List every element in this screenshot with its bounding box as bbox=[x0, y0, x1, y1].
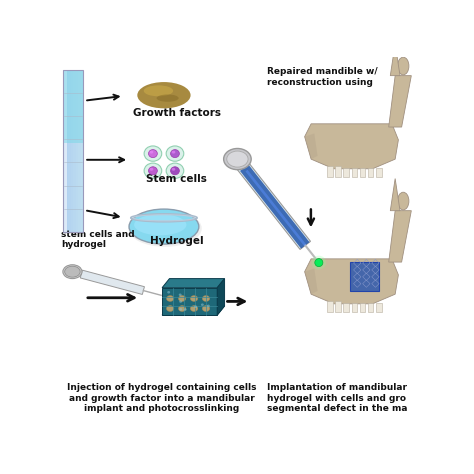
Ellipse shape bbox=[172, 168, 175, 171]
Ellipse shape bbox=[134, 214, 186, 235]
Bar bbox=[335, 301, 341, 312]
Ellipse shape bbox=[166, 296, 174, 301]
Ellipse shape bbox=[148, 167, 157, 175]
Ellipse shape bbox=[207, 298, 210, 301]
Polygon shape bbox=[217, 279, 225, 315]
Bar bbox=[78, 70, 81, 232]
Ellipse shape bbox=[150, 168, 153, 171]
Text: Implantation of mandibular
hydrogel with cells and gro
segmental defect in the m: Implantation of mandibular hydrogel with… bbox=[267, 383, 407, 413]
Polygon shape bbox=[389, 76, 411, 127]
Bar bbox=[344, 303, 349, 312]
Bar bbox=[327, 301, 333, 312]
Bar bbox=[327, 165, 333, 177]
Ellipse shape bbox=[398, 192, 409, 210]
Polygon shape bbox=[162, 279, 225, 288]
Ellipse shape bbox=[128, 210, 202, 247]
Bar bbox=[81, 70, 83, 232]
Ellipse shape bbox=[176, 291, 179, 293]
Text: Stem cells: Stem cells bbox=[146, 174, 207, 184]
Ellipse shape bbox=[166, 306, 174, 311]
Polygon shape bbox=[305, 124, 398, 169]
Polygon shape bbox=[162, 288, 217, 315]
Ellipse shape bbox=[63, 265, 82, 279]
Polygon shape bbox=[389, 210, 411, 262]
Bar bbox=[376, 168, 382, 177]
Bar bbox=[71, 70, 73, 232]
Bar bbox=[344, 168, 349, 177]
Polygon shape bbox=[232, 155, 310, 249]
Ellipse shape bbox=[191, 306, 198, 311]
Bar bbox=[63, 70, 66, 232]
Ellipse shape bbox=[172, 151, 175, 154]
Bar bbox=[73, 70, 75, 232]
Text: Hydrogel: Hydrogel bbox=[150, 236, 204, 246]
Ellipse shape bbox=[227, 151, 248, 167]
Ellipse shape bbox=[156, 94, 179, 102]
Ellipse shape bbox=[65, 266, 80, 277]
Text: Repaired mandible w/
reconstruction using: Repaired mandible w/ reconstruction usin… bbox=[267, 67, 377, 87]
Text: Injection of hydrogel containing cells
and growth factor into a mandibular
impla: Injection of hydrogel containing cells a… bbox=[67, 383, 257, 413]
Bar bbox=[360, 303, 365, 312]
Bar bbox=[335, 165, 341, 177]
Ellipse shape bbox=[129, 209, 199, 244]
Bar bbox=[350, 262, 379, 291]
Bar bbox=[63, 70, 65, 232]
Bar bbox=[352, 168, 357, 177]
Bar bbox=[360, 168, 365, 177]
Ellipse shape bbox=[150, 151, 153, 154]
Ellipse shape bbox=[144, 163, 162, 178]
Ellipse shape bbox=[148, 150, 157, 158]
Polygon shape bbox=[162, 306, 225, 315]
Ellipse shape bbox=[166, 163, 184, 178]
Bar bbox=[68, 70, 71, 232]
Ellipse shape bbox=[144, 85, 173, 96]
Ellipse shape bbox=[137, 82, 191, 109]
Ellipse shape bbox=[315, 259, 323, 267]
Ellipse shape bbox=[171, 150, 179, 158]
Polygon shape bbox=[305, 259, 398, 304]
Ellipse shape bbox=[168, 296, 171, 298]
Ellipse shape bbox=[209, 304, 212, 307]
Bar bbox=[63, 70, 83, 232]
Ellipse shape bbox=[178, 306, 186, 311]
Ellipse shape bbox=[198, 306, 201, 309]
Polygon shape bbox=[305, 134, 318, 159]
Polygon shape bbox=[390, 44, 400, 76]
Bar bbox=[352, 303, 357, 312]
Bar bbox=[368, 303, 374, 312]
Polygon shape bbox=[71, 271, 82, 274]
Ellipse shape bbox=[202, 296, 210, 301]
Polygon shape bbox=[246, 170, 306, 246]
Polygon shape bbox=[305, 268, 318, 294]
Ellipse shape bbox=[166, 146, 184, 161]
Bar bbox=[376, 303, 382, 312]
Bar bbox=[65, 70, 68, 232]
Ellipse shape bbox=[224, 148, 251, 170]
Polygon shape bbox=[240, 164, 310, 248]
Ellipse shape bbox=[191, 296, 198, 301]
Text: stem cells and
hydrogel: stem cells and hydrogel bbox=[61, 230, 135, 249]
Ellipse shape bbox=[206, 303, 209, 306]
Bar bbox=[368, 168, 374, 177]
Ellipse shape bbox=[398, 57, 409, 75]
Polygon shape bbox=[80, 270, 145, 294]
Bar bbox=[75, 70, 78, 232]
Ellipse shape bbox=[202, 306, 210, 311]
Ellipse shape bbox=[171, 167, 179, 175]
Ellipse shape bbox=[177, 301, 180, 304]
Bar bbox=[63, 70, 83, 143]
Ellipse shape bbox=[144, 146, 162, 161]
Ellipse shape bbox=[191, 307, 194, 310]
Ellipse shape bbox=[178, 296, 186, 301]
Polygon shape bbox=[390, 179, 400, 210]
Text: Growth factors: Growth factors bbox=[133, 109, 221, 118]
Ellipse shape bbox=[311, 255, 326, 270]
